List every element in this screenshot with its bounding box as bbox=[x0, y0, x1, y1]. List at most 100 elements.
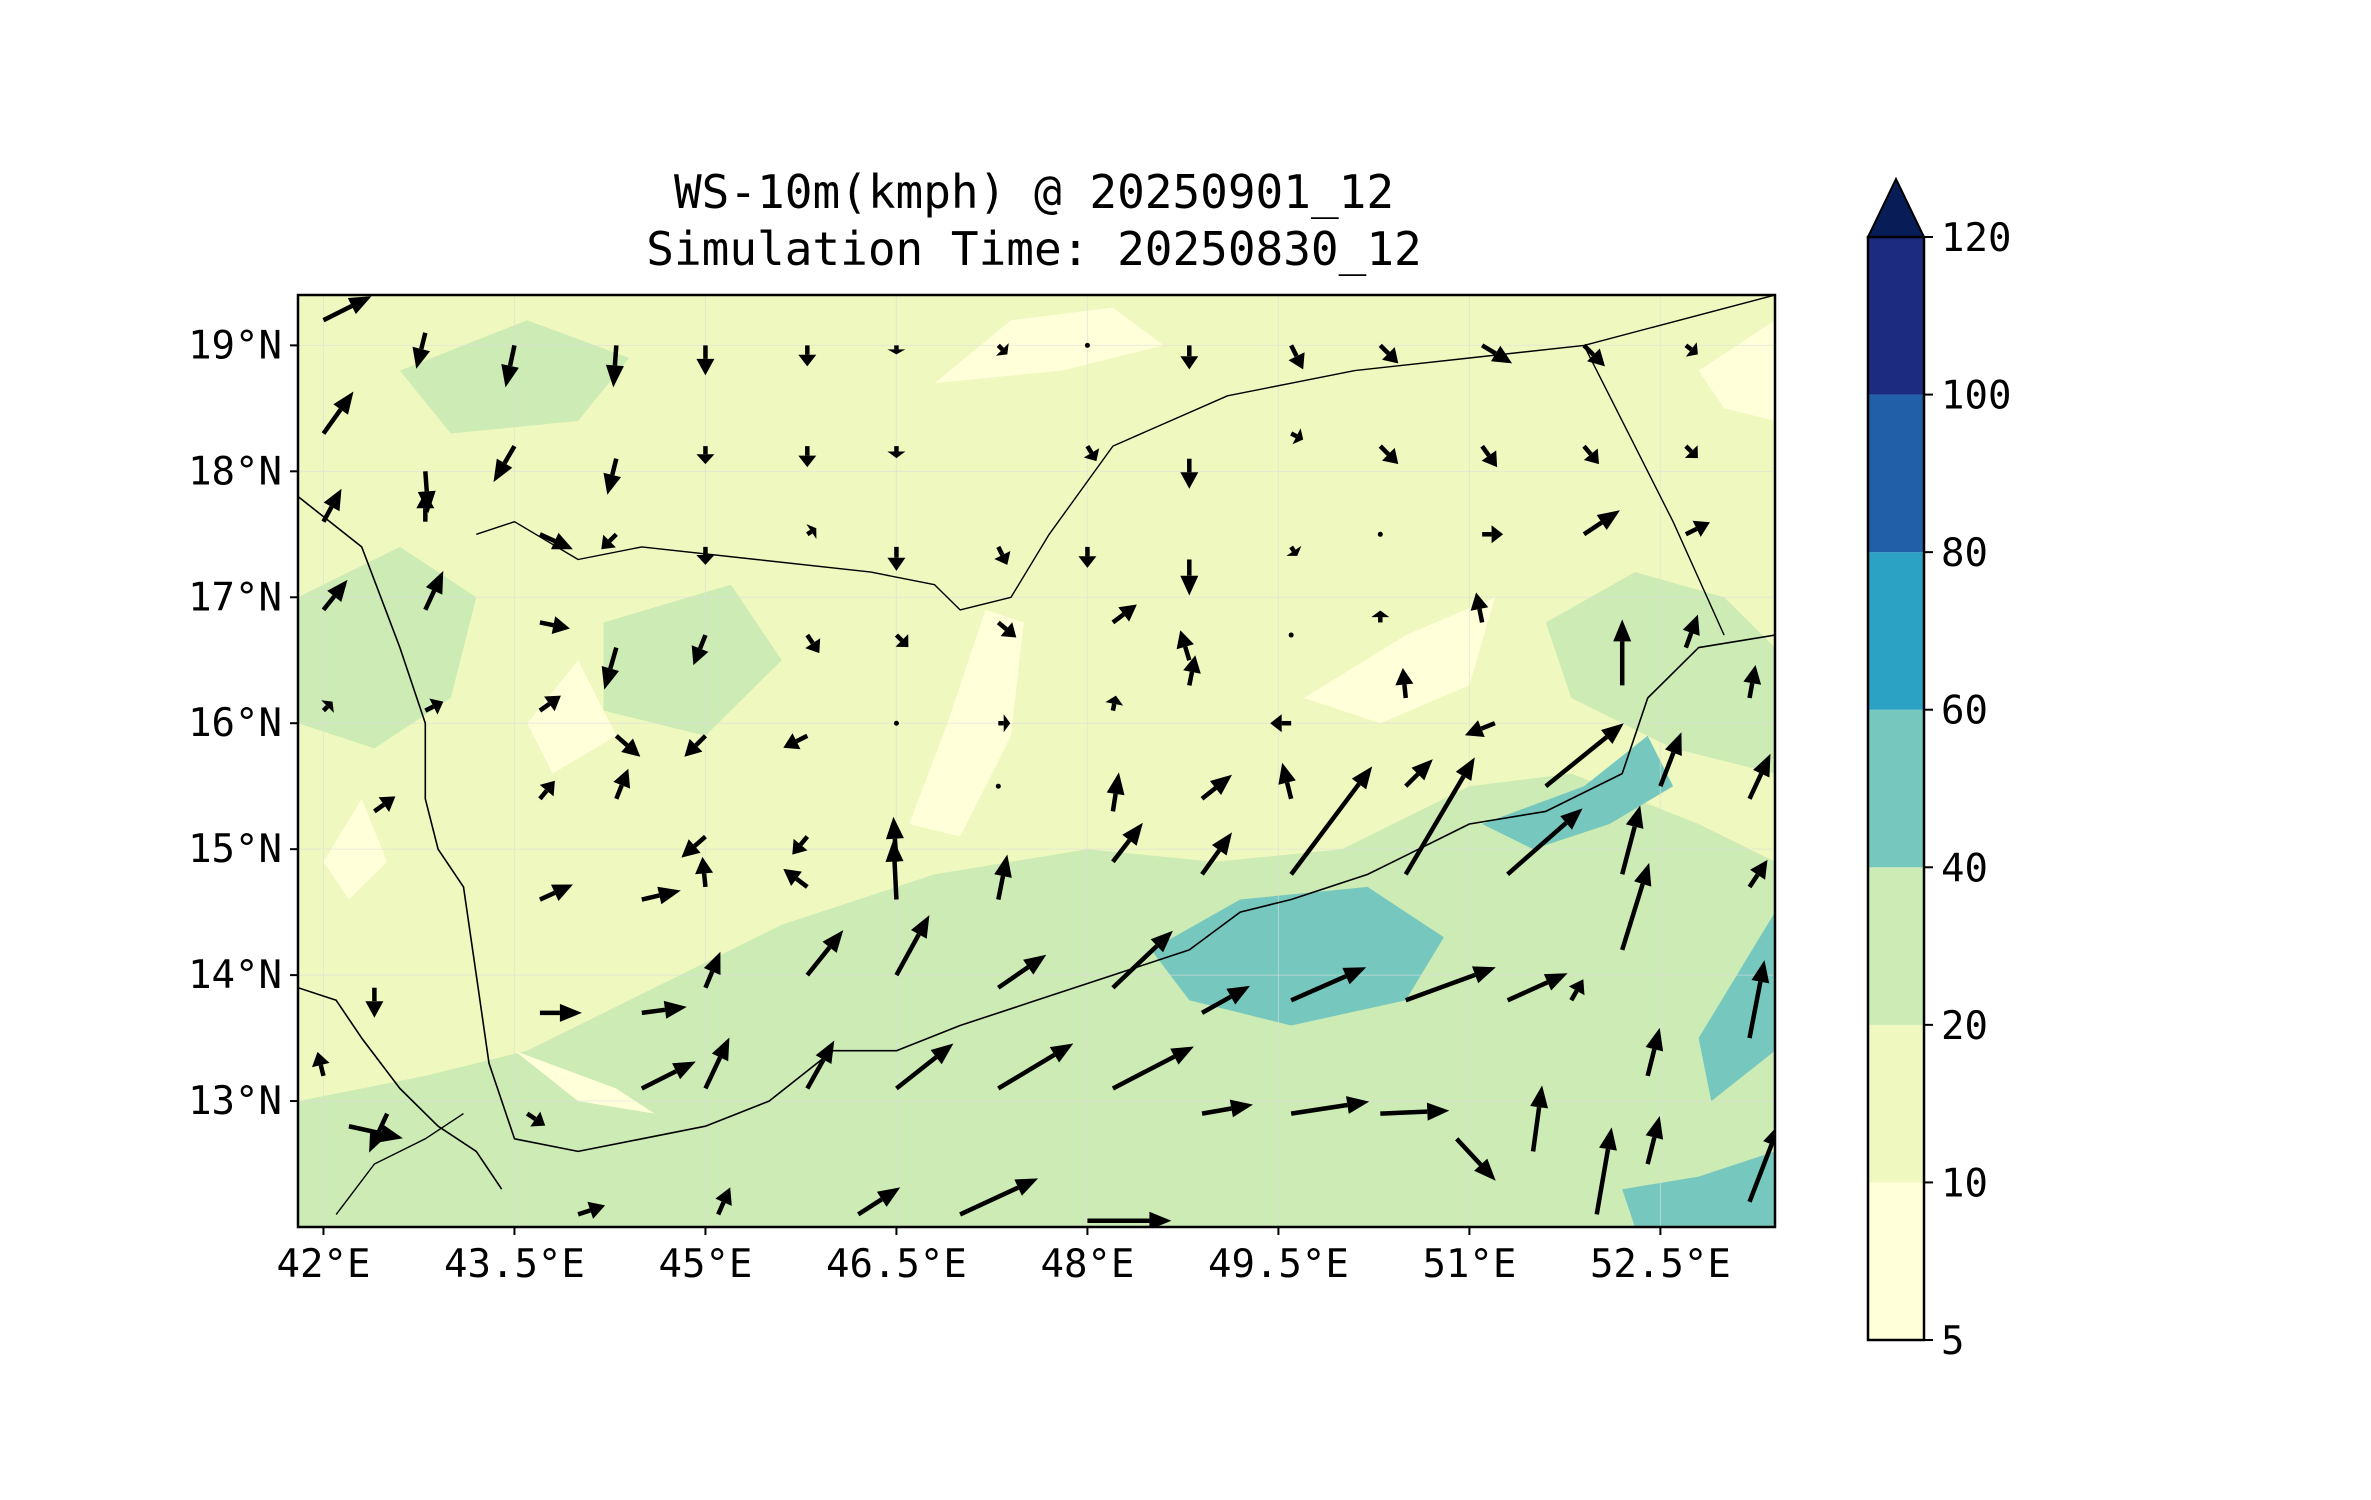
wind-vector-66 bbox=[998, 714, 1011, 733]
wind-vector-25 bbox=[1378, 444, 1399, 465]
wind-vector-51 bbox=[996, 620, 1017, 638]
wind-vector-37 bbox=[1078, 546, 1097, 568]
wind-vector-133 bbox=[348, 1124, 403, 1143]
wind-zone-20-40-5 bbox=[603, 584, 782, 736]
wind-vector-98 bbox=[1506, 808, 1583, 877]
wind-vector-99 bbox=[1620, 862, 1652, 951]
wind-vector-129 bbox=[1530, 1085, 1548, 1152]
x-tick-label-6: 51°E bbox=[1422, 1242, 1516, 1287]
wind-vector-87 bbox=[1747, 753, 1771, 800]
african-border bbox=[335, 1113, 464, 1215]
wind-vector-54 bbox=[1288, 632, 1294, 638]
wind-vector-96 bbox=[1289, 766, 1373, 876]
wind-vector-64 bbox=[783, 733, 809, 750]
wind-vector-10 bbox=[1288, 344, 1305, 370]
wind-vector-101 bbox=[365, 987, 384, 1018]
wind-vector-130 bbox=[1594, 1127, 1617, 1215]
colorbar-segment-60-80 bbox=[1868, 552, 1924, 710]
wind-vector-80 bbox=[995, 783, 1001, 789]
wind-vector-30 bbox=[416, 491, 435, 522]
wind-vector-77 bbox=[681, 834, 707, 858]
colorbar-segment-20-40 bbox=[1868, 867, 1924, 1025]
wind-vector-95 bbox=[1200, 832, 1232, 876]
wind-vector-100 bbox=[1747, 859, 1768, 889]
wind-vector-92 bbox=[885, 839, 904, 900]
wind-vectors bbox=[312, 296, 1775, 1227]
wind-vector-42 bbox=[1582, 510, 1620, 537]
wind-vector-106 bbox=[894, 915, 930, 977]
y-tick-label-2: 15°N bbox=[188, 827, 282, 872]
wind-vector-103 bbox=[641, 1000, 687, 1019]
wind-vector-23 bbox=[1180, 458, 1199, 489]
wind-vector-118 bbox=[525, 1111, 546, 1127]
wind-vector-14 bbox=[1684, 342, 1698, 357]
wind-zone-5-10-16 bbox=[514, 1050, 655, 1114]
y-tick-label-4: 17°N bbox=[188, 575, 282, 620]
wind-vector-89 bbox=[641, 886, 681, 905]
wind-vector-113 bbox=[1568, 979, 1585, 1002]
wind-vector-38 bbox=[1180, 559, 1199, 596]
colorbar-label-10: 10 bbox=[1941, 1161, 1988, 1206]
colorbar-segment-10-20 bbox=[1868, 1024, 1924, 1183]
african-coast bbox=[298, 986, 503, 1190]
y-tick-label-0: 13°N bbox=[188, 1079, 282, 1124]
wind-vector-1 bbox=[412, 332, 430, 369]
wind-vector-9 bbox=[1180, 345, 1199, 370]
wind-vector-97 bbox=[1403, 757, 1475, 876]
wind-vector-94 bbox=[1111, 822, 1143, 864]
wind-vector-62 bbox=[614, 734, 641, 757]
wind-vector-24 bbox=[1290, 428, 1304, 445]
wind-vector-93 bbox=[994, 854, 1012, 900]
x-tick-label-3: 46.5°E bbox=[826, 1242, 967, 1287]
wind-vector-67 bbox=[1105, 695, 1124, 712]
wind-vector-45 bbox=[423, 570, 444, 611]
colorbar-label-40: 40 bbox=[1941, 846, 1988, 891]
wind-vector-5 bbox=[798, 345, 817, 367]
colorbar-label-80: 80 bbox=[1941, 531, 1988, 576]
wind-vector-108 bbox=[1111, 930, 1173, 990]
wind-vector-59 bbox=[321, 700, 334, 713]
wind-vector-11 bbox=[1378, 343, 1399, 364]
wind-vector-41 bbox=[1482, 525, 1504, 544]
wind-vector-4 bbox=[696, 345, 715, 376]
colorbar-label-20: 20 bbox=[1941, 1004, 1988, 1049]
map-title: WS-10m(kmph) @ 20250901_12 bbox=[674, 165, 1394, 219]
wind-zone-5-10-12 bbox=[527, 660, 617, 774]
wind-vector-63 bbox=[684, 734, 708, 757]
wind-vector-131 bbox=[1645, 1116, 1664, 1165]
wind-vector-58 bbox=[1682, 614, 1700, 649]
wind-vector-12 bbox=[1480, 343, 1513, 364]
wind-vector-115 bbox=[1747, 960, 1770, 1039]
wind-vector-36 bbox=[994, 545, 1011, 565]
wind-vector-76 bbox=[613, 768, 631, 800]
y-tick-label-3: 16°N bbox=[188, 701, 282, 746]
wind-vector-26 bbox=[1480, 444, 1498, 468]
wind-vector-78 bbox=[792, 835, 810, 855]
colorbar-segment-40-60 bbox=[1868, 709, 1924, 868]
wind-vector-40 bbox=[1377, 531, 1383, 537]
wind-vector-49 bbox=[805, 633, 821, 654]
wind-vector-39 bbox=[1286, 545, 1302, 556]
wind-speed-zones bbox=[298, 295, 1775, 1227]
wind-vector-18 bbox=[603, 458, 621, 495]
x-axis-ticks: 42°E 43.5°E 45°E 46.5°E 48°E 49.5°E 51°E 52.5°E bbox=[277, 1227, 1731, 1287]
wind-vector-121 bbox=[805, 1040, 835, 1090]
wind-zone-40-60-8 bbox=[1698, 912, 1775, 1102]
wind-vector-15 bbox=[321, 391, 354, 435]
wind-vector-60 bbox=[424, 698, 444, 715]
wind-vector-116 bbox=[312, 1051, 330, 1077]
wind-vector-85 bbox=[1544, 723, 1624, 788]
wind-vector-34 bbox=[806, 524, 817, 540]
colorbar-frame bbox=[1866, 235, 1926, 1342]
wind-vector-50 bbox=[894, 633, 909, 648]
wind-vector-114 bbox=[1645, 1027, 1664, 1077]
colorbar-segment-5-10 bbox=[1868, 1182, 1924, 1340]
wind-vector-72 bbox=[1658, 732, 1682, 788]
wind-vector-19 bbox=[696, 446, 715, 465]
y-tick-label-1: 14°N bbox=[188, 953, 282, 998]
wind-vector-126 bbox=[1290, 1096, 1370, 1116]
colorbar-segment-80-100 bbox=[1868, 394, 1924, 553]
wind-vector-112 bbox=[1506, 973, 1568, 1003]
wind-vector-48 bbox=[691, 634, 709, 666]
x-tick-label-2: 45°E bbox=[658, 1242, 752, 1287]
